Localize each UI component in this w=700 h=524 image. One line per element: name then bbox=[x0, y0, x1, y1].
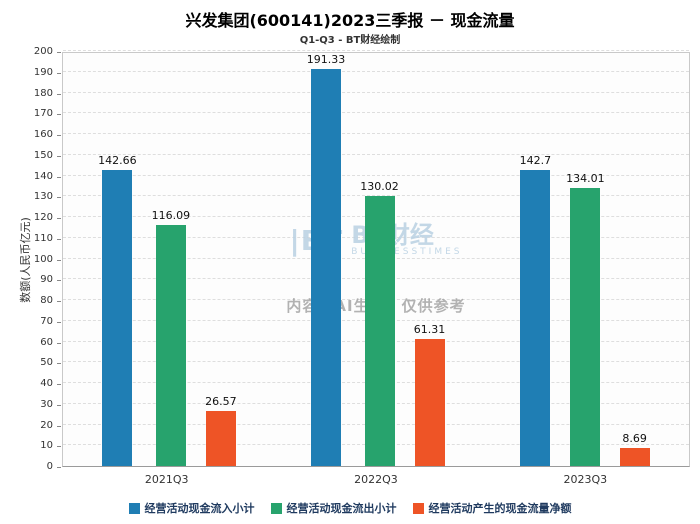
legend-label: 经营活动产生的现金流量净额 bbox=[428, 502, 572, 515]
y-tick-label: 130 bbox=[0, 191, 62, 203]
bar-groups: 142.66 116.09 26.57 191.33 130.02 61.31 142.7 1… bbox=[63, 53, 689, 466]
y-tick-label: 180 bbox=[0, 88, 62, 100]
bar-with-label: 26.57 bbox=[205, 395, 237, 466]
bar-group-2023Q3: 142.7 134.01 8.69 bbox=[480, 53, 689, 466]
y-tick-label: 200 bbox=[0, 46, 62, 58]
chart-legend: 经营活动现金流入小计 经营活动现金流出小计 经营活动产生的现金流量净额 bbox=[0, 500, 700, 516]
bar-with-label: 191.33 bbox=[306, 53, 346, 466]
bar-with-label: 142.7 bbox=[519, 153, 552, 466]
y-tick-label: 0 bbox=[0, 461, 62, 473]
bar-series3-2023Q3 bbox=[619, 447, 650, 466]
bar-value-label: 130.02 bbox=[360, 180, 399, 194]
x-tick-label: 2021Q3 bbox=[144, 473, 189, 486]
legend-label: 经营活动现金流入小计 bbox=[144, 502, 255, 515]
gridline bbox=[63, 112, 689, 114]
bar-with-label: 8.69 bbox=[619, 431, 650, 466]
bar-value-label: 26.57 bbox=[205, 394, 237, 408]
y-tick-label: 100 bbox=[0, 254, 62, 266]
bar-series2-2021Q3 bbox=[155, 225, 186, 466]
bar-series3-2021Q3 bbox=[205, 410, 236, 466]
gridline bbox=[63, 174, 689, 176]
chart-subtitle: Q1-Q3 - BT财经绘制 bbox=[299, 35, 401, 46]
plot-area: |BT BT财经 BUSINESSTIMES 内容由AI生成，仅供参考 142.… bbox=[62, 50, 690, 467]
bar-with-label: 134.01 bbox=[566, 172, 605, 466]
y-tick-label: 30 bbox=[0, 399, 62, 411]
bar-series2-2022Q3 bbox=[364, 196, 395, 466]
y-tick-label: 160 bbox=[0, 129, 62, 141]
bar-group-2022Q3: 191.33 130.02 61.31 bbox=[272, 53, 481, 466]
gridline bbox=[63, 50, 689, 51]
legend-swatch bbox=[270, 502, 282, 514]
bar-series2-2023Q3 bbox=[570, 187, 601, 466]
y-tick-label: 170 bbox=[0, 108, 62, 120]
gridline bbox=[63, 91, 689, 93]
bar-series1-2022Q3 bbox=[311, 69, 341, 466]
legend-swatch bbox=[412, 502, 424, 514]
bar-value-label: 134.01 bbox=[566, 171, 605, 185]
y-tick-label: 80 bbox=[0, 295, 62, 307]
y-tick-label: 20 bbox=[0, 420, 62, 432]
y-tick-label: 140 bbox=[0, 171, 62, 183]
bar-with-label: 61.31 bbox=[413, 322, 446, 466]
bar-group-2021Q3: 142.66 116.09 26.57 bbox=[63, 53, 272, 466]
y-tick-label: 60 bbox=[0, 337, 62, 349]
bar-value-label: 116.09 bbox=[151, 209, 191, 223]
bar-with-label: 116.09 bbox=[151, 209, 191, 466]
y-axis-ticks: 0 10 20 30 40 50 60 70 80 90 100 110 120 130 140 150 160… bbox=[0, 46, 62, 472]
y-tick-label: 70 bbox=[0, 316, 62, 328]
x-tick-label: 2023Q3 bbox=[563, 473, 608, 486]
gridline bbox=[63, 153, 689, 155]
bar-value-label: 61.31 bbox=[413, 322, 446, 336]
bar-value-label: 191.33 bbox=[306, 53, 346, 66]
gridline bbox=[63, 70, 689, 72]
chart-title: 兴发集团(600141)2023三季报 － 现金流量 bbox=[185, 11, 515, 30]
gridline bbox=[63, 195, 689, 197]
y-tick-label: 120 bbox=[0, 212, 62, 224]
legend-item: 经营活动现金流出小计 bbox=[270, 500, 397, 516]
y-tick-label: 50 bbox=[0, 357, 62, 369]
x-axis-labels: 2021Q3 2022Q3 2023Q3 bbox=[62, 468, 690, 486]
bar-value-label: 142.66 bbox=[98, 153, 137, 167]
y-tick-label: 90 bbox=[0, 274, 62, 286]
bar-value-label: 8.69 bbox=[622, 431, 647, 445]
y-tick-label: 10 bbox=[0, 440, 62, 452]
bar-series1-2023Q3 bbox=[520, 169, 551, 466]
bar-series3-2022Q3 bbox=[414, 338, 445, 466]
legend-label: 经营活动现金流出小计 bbox=[286, 502, 397, 515]
gridline bbox=[63, 133, 689, 134]
bar-value-label: 142.7 bbox=[519, 153, 552, 167]
y-tick-label: 40 bbox=[0, 378, 62, 390]
y-tick-label: 110 bbox=[0, 233, 62, 245]
bar-with-label: 130.02 bbox=[360, 180, 399, 466]
bar-with-label: 142.66 bbox=[98, 154, 137, 466]
x-tick-label: 2022Q3 bbox=[354, 473, 398, 486]
legend-item: 经营活动现金流入小计 bbox=[128, 500, 255, 516]
y-tick-label: 150 bbox=[0, 150, 62, 162]
y-tick-label: 190 bbox=[0, 67, 62, 79]
bar-series1-2021Q3 bbox=[102, 169, 133, 466]
legend-item: 经营活动产生的现金流量净额 bbox=[412, 500, 572, 516]
legend-swatch bbox=[128, 502, 140, 514]
